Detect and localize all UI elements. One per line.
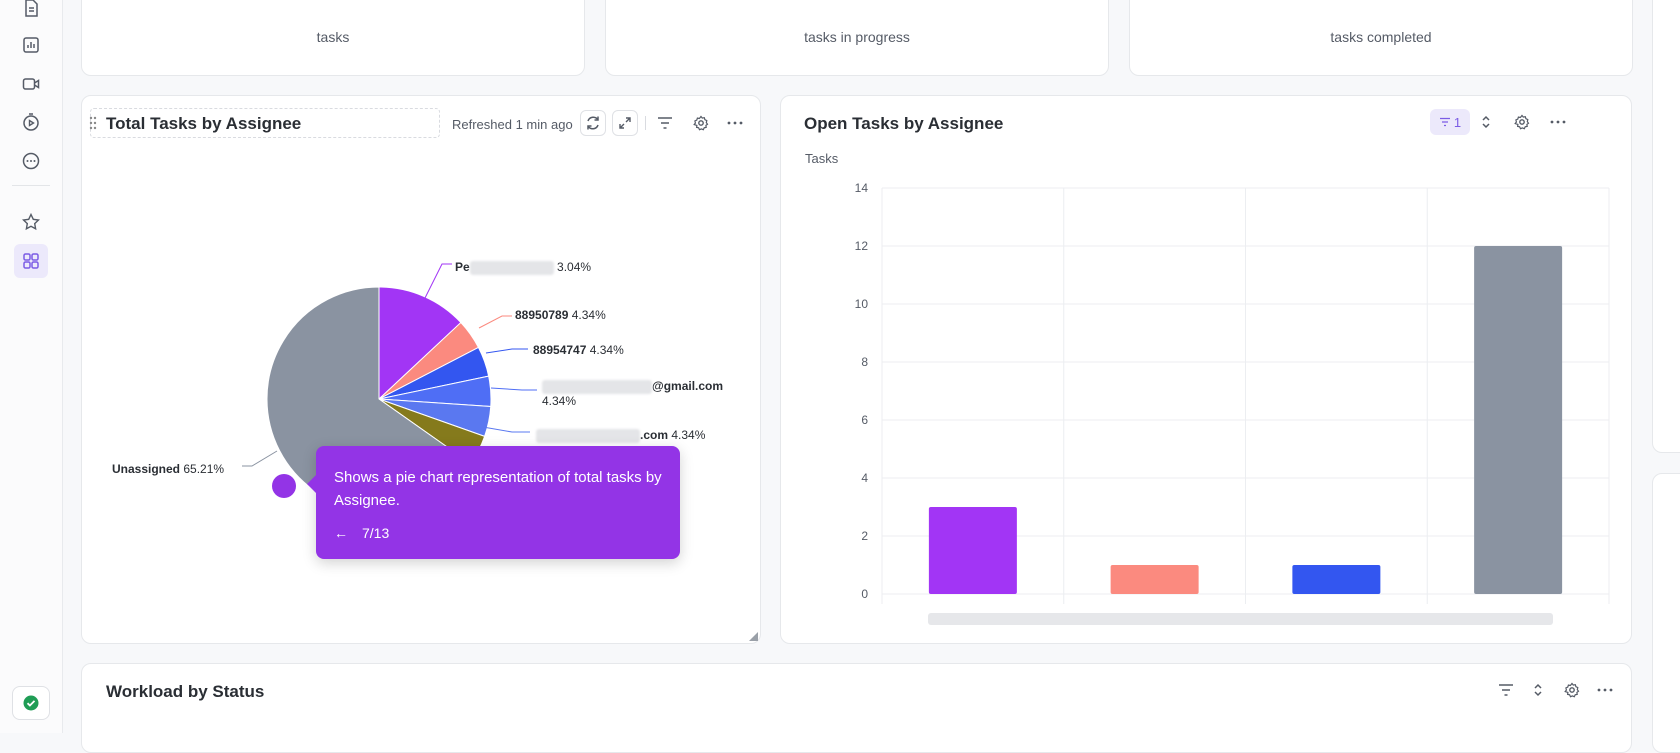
bar[interactable] bbox=[1474, 246, 1563, 594]
y-tick-label: 2 bbox=[861, 529, 868, 543]
check-badge-icon[interactable] bbox=[12, 686, 50, 720]
gear-icon[interactable] bbox=[688, 110, 714, 136]
bar-chart-card: Open Tasks by Assignee 1 Tasks 0 2 4 6 8 10 12… bbox=[780, 95, 1632, 644]
y-tick-label: 10 bbox=[855, 297, 869, 311]
tour-beacon[interactable] bbox=[272, 474, 296, 498]
pie-leader-line bbox=[485, 348, 528, 354]
pie-leader-line bbox=[478, 315, 512, 329]
pie-leader-line bbox=[242, 450, 278, 467]
stat-card-in-progress: tasks in progress bbox=[605, 0, 1109, 76]
y-tick-label: 14 bbox=[855, 181, 869, 195]
pie-label-pe: Pe 3.04% bbox=[455, 260, 592, 275]
bar[interactable] bbox=[1110, 565, 1199, 594]
drag-handle-icon[interactable] bbox=[85, 110, 101, 136]
pie-leader-line bbox=[490, 387, 537, 391]
pie-chart-card: Total Tasks by Assignee Refreshed 1 min … bbox=[81, 95, 761, 644]
stat-label: tasks completed bbox=[1330, 29, 1432, 45]
bar-chart-icon[interactable] bbox=[14, 28, 48, 62]
tooltip-text: Shows a pie chart representation of tota… bbox=[334, 469, 662, 509]
pie-leader-line bbox=[482, 426, 530, 433]
y-axis-label: Tasks bbox=[805, 151, 839, 166]
tooltip-arrow bbox=[307, 475, 316, 493]
filter-icon[interactable] bbox=[652, 110, 678, 136]
gear-icon[interactable] bbox=[1559, 677, 1585, 703]
back-arrow-icon[interactable]: ← bbox=[334, 525, 348, 541]
pie-chart bbox=[242, 263, 537, 512]
more-circle-icon[interactable] bbox=[14, 144, 48, 178]
stat-number: 12 bbox=[82, 0, 584, 7]
expand-icon[interactable] bbox=[612, 110, 638, 136]
card-title: Workload by Status bbox=[106, 682, 265, 701]
pie-label-gmail: @gmail.com 4.34% bbox=[542, 379, 724, 408]
stat-label: tasks bbox=[316, 29, 350, 45]
bar-chart: 0 2 4 6 8 10 12 14 bbox=[855, 181, 1610, 625]
right-panel bbox=[1652, 0, 1680, 453]
more-options-icon[interactable] bbox=[1545, 109, 1571, 135]
pie-label-com: .com 4.34% bbox=[536, 428, 705, 443]
y-tick-label: 6 bbox=[861, 413, 868, 427]
bar[interactable] bbox=[928, 507, 1017, 594]
y-tick-label: 0 bbox=[861, 587, 868, 601]
bar[interactable] bbox=[1292, 565, 1381, 594]
document-icon[interactable] bbox=[14, 0, 48, 25]
timer-icon[interactable] bbox=[14, 105, 48, 139]
sidebar-divider bbox=[12, 185, 50, 186]
filter-icon[interactable] bbox=[1493, 677, 1519, 703]
more-options-icon[interactable] bbox=[1592, 677, 1618, 703]
refresh-icon[interactable] bbox=[580, 110, 606, 136]
y-tick-label: 12 bbox=[855, 239, 869, 253]
collapse-icon[interactable] bbox=[1473, 109, 1499, 135]
card-title: Open Tasks by Assignee bbox=[804, 114, 1004, 133]
tour-tooltip: Shows a pie chart representation of tota… bbox=[307, 446, 680, 559]
resize-handle[interactable] bbox=[749, 632, 758, 641]
refreshed-text: Refreshed 1 min ago bbox=[452, 117, 573, 132]
pie-label-unassigned: Unassigned 65.21% bbox=[112, 462, 225, 476]
star-icon[interactable] bbox=[14, 205, 48, 239]
stat-card-completed: tasks completed bbox=[1129, 0, 1633, 76]
y-tick-label: 4 bbox=[861, 471, 868, 485]
dashboard-grid-icon[interactable] bbox=[14, 244, 48, 278]
stat-label: tasks in progress bbox=[804, 29, 910, 45]
pie-label-88950789: 88950789 4.34% bbox=[515, 308, 606, 322]
pie-slice[interactable] bbox=[378, 286, 462, 401]
card-title: Total Tasks by Assignee bbox=[106, 114, 302, 133]
y-tick-label: 8 bbox=[861, 355, 868, 369]
x-axis-labels-redacted bbox=[928, 613, 1553, 625]
toolbar-divider bbox=[645, 116, 646, 130]
pie-leader-line bbox=[424, 263, 452, 299]
tour-step-counter: 7/13 bbox=[362, 525, 390, 541]
workload-card: Workload by Status bbox=[81, 663, 1632, 753]
video-icon[interactable] bbox=[14, 67, 48, 101]
more-options-icon[interactable] bbox=[722, 110, 748, 136]
left-sidebar bbox=[0, 0, 63, 733]
tooltip-nav: ← 7/13 bbox=[334, 525, 389, 541]
filter-badge[interactable]: 1 bbox=[1430, 109, 1470, 135]
pie-label-88954747: 88954747 4.34% bbox=[533, 343, 624, 357]
gear-icon[interactable] bbox=[1509, 109, 1535, 135]
filter-count: 1 bbox=[1453, 114, 1462, 130]
stat-card-tasks: 12 tasks bbox=[81, 0, 585, 76]
collapse-icon[interactable] bbox=[1525, 677, 1551, 703]
right-panel-lower bbox=[1652, 473, 1680, 753]
